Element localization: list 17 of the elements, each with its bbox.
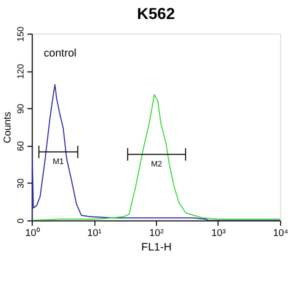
x-tick-label: 10³ — [211, 228, 226, 239]
chart-title: K562 — [136, 6, 176, 24]
x-tick-label: 10⁰ — [25, 226, 40, 239]
x-tick-label: 10² — [149, 228, 164, 239]
y-tick-label: 0 — [15, 218, 26, 224]
y-tick-label: 150 — [15, 26, 26, 42]
annotation: M2 — [150, 159, 163, 168]
x-axis-title: FL1-H — [141, 242, 172, 254]
annotation: control — [44, 47, 76, 60]
y-tick-label: 60 — [15, 141, 26, 152]
y-axis-title: Counts — [2, 112, 14, 144]
y-tick-label: 90 — [15, 104, 26, 114]
annotation: M1 — [52, 156, 64, 166]
y-tick-label: 120 — [15, 64, 26, 79]
x-tick-label: 10⁴ — [272, 228, 288, 239]
x-tick-label: 10¹ — [87, 228, 102, 239]
y-tick-label: 30 — [15, 178, 26, 189]
